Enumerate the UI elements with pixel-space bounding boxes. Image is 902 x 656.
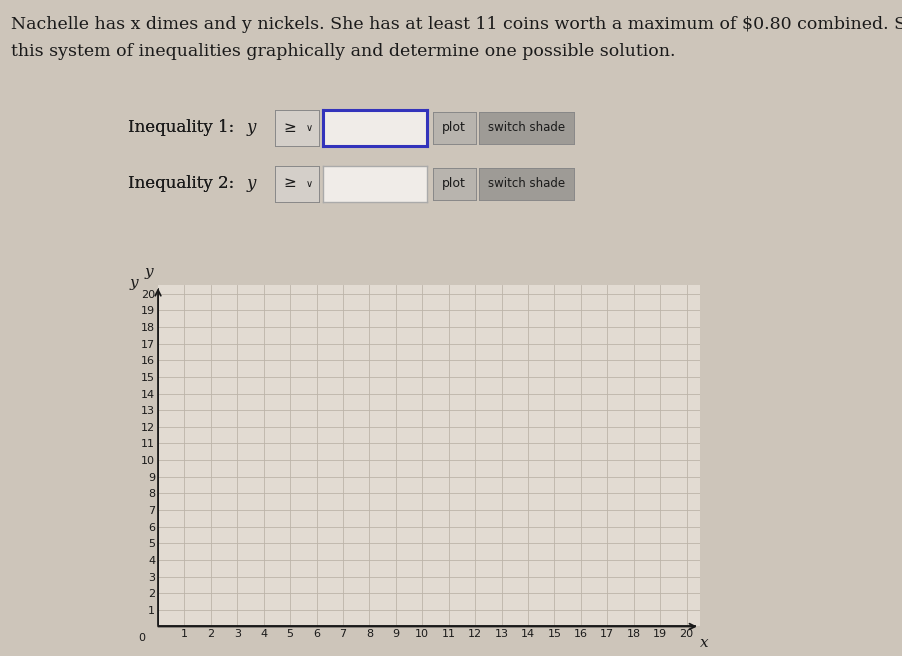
Text: y: y (130, 276, 138, 290)
Text: switch shade: switch shade (488, 121, 565, 134)
Text: y: y (246, 119, 255, 136)
Text: switch shade: switch shade (488, 177, 565, 190)
Text: ≥: ≥ (282, 175, 295, 190)
Text: Inequality 1:: Inequality 1: (128, 119, 239, 136)
Text: 0: 0 (139, 633, 145, 643)
Text: Inequality 1:: Inequality 1: (128, 119, 239, 136)
Text: plot: plot (442, 121, 465, 134)
Text: ≥: ≥ (282, 119, 295, 134)
Text: Inequality 2:: Inequality 2: (128, 175, 239, 192)
Text: Nachelle has x dimes and y nickels. She has at least 11 coins worth a maximum of: Nachelle has x dimes and y nickels. She … (11, 16, 902, 33)
Text: ∨: ∨ (305, 178, 312, 189)
Text: this system of inequalities graphically and determine one possible solution.: this system of inequalities graphically … (11, 43, 675, 60)
Text: Inequality 2:: Inequality 2: (128, 175, 239, 192)
Text: ∨: ∨ (305, 123, 312, 133)
Text: x: x (699, 636, 707, 650)
Text: y: y (246, 175, 255, 192)
Text: plot: plot (442, 177, 465, 190)
Text: y: y (144, 265, 153, 279)
